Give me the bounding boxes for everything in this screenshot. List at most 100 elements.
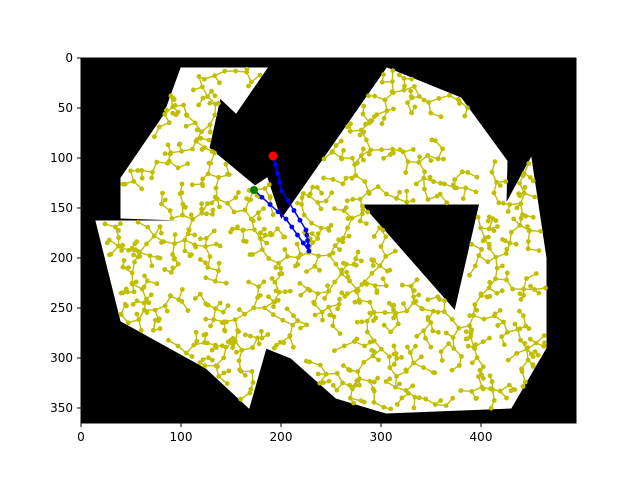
tree-node: [511, 216, 517, 222]
tree-node: [375, 375, 380, 381]
tree-node: [243, 239, 249, 244]
tree-node: [236, 190, 241, 195]
tree-node: [339, 290, 345, 296]
tree-node: [399, 282, 405, 288]
tree-node: [357, 300, 362, 305]
tree-node: [389, 79, 395, 84]
tree-node: [197, 360, 203, 365]
tree-node: [276, 260, 281, 266]
tree-node: [168, 270, 174, 275]
tree-node: [456, 325, 462, 331]
tree-node: [170, 110, 176, 116]
tree-node: [441, 156, 446, 162]
tree-node: [355, 369, 361, 374]
tree-node: [383, 379, 389, 384]
tree-node: [311, 299, 316, 305]
tree-node: [532, 349, 538, 355]
tree-node: [371, 310, 377, 315]
tree-node: [479, 372, 484, 378]
tree-node: [329, 149, 335, 155]
tree-node: [361, 157, 366, 163]
tree-node: [209, 200, 215, 206]
tree-node: [131, 289, 137, 295]
tree-node: [455, 97, 461, 102]
tree-node: [407, 350, 413, 355]
tree-node: [172, 103, 178, 108]
tree-node: [162, 111, 168, 117]
tree-node: [381, 155, 386, 161]
tree-node: [172, 255, 178, 261]
path-node: [285, 198, 291, 204]
tree-node: [442, 181, 447, 187]
tree-node: [517, 180, 522, 186]
tree-node: [425, 197, 431, 202]
tree-node: [497, 308, 503, 313]
tree-node: [134, 298, 140, 304]
tree-node: [212, 194, 218, 200]
tree-node: [266, 256, 272, 261]
tree-node: [436, 96, 442, 101]
tree-node: [157, 255, 163, 261]
tree-node: [321, 156, 327, 162]
tree-node: [316, 253, 321, 259]
tree-node: [272, 279, 278, 285]
tree-node: [337, 296, 342, 302]
tree-node: [210, 207, 216, 213]
tree-node: [315, 371, 321, 377]
tree-node: [450, 395, 456, 401]
x-axis: 0 100 200 300 400: [77, 423, 492, 444]
tree-node: [104, 240, 110, 246]
tree-node: [408, 283, 414, 289]
tree-node: [377, 225, 382, 231]
tree-node: [159, 201, 164, 207]
tree-node: [404, 308, 410, 314]
y-tick-label: 150: [50, 201, 73, 215]
tree-node: [411, 405, 417, 411]
tree-node: [290, 322, 296, 328]
tree-node: [360, 146, 366, 152]
tree-node: [337, 331, 343, 336]
tree-node: [212, 93, 218, 99]
tree-node: [225, 200, 230, 206]
tree-node: [412, 394, 418, 400]
tree-node: [309, 220, 314, 226]
tree-node: [321, 175, 326, 181]
tree-node: [465, 343, 471, 349]
tree-node: [166, 120, 172, 126]
tree-node: [384, 191, 389, 197]
tree-node: [217, 300, 223, 306]
tree-node: [506, 382, 512, 388]
tree-node: [345, 225, 350, 231]
tree-node: [383, 283, 389, 289]
tree-node: [271, 304, 276, 310]
tree-node: [191, 342, 197, 348]
tree-node: [388, 406, 394, 412]
tree-node: [368, 147, 373, 153]
tree-node: [317, 362, 323, 368]
tree-node: [183, 123, 189, 129]
tree-node: [487, 373, 493, 379]
tree-node: [304, 322, 310, 328]
tree-node: [521, 286, 526, 292]
tree-node: [348, 121, 353, 127]
tree-node: [478, 291, 484, 297]
tree-node: [162, 151, 168, 157]
tree-node: [332, 206, 337, 212]
tree-node: [524, 276, 529, 281]
tree-node: [353, 382, 358, 388]
tree-node: [431, 308, 436, 314]
tree-node: [353, 173, 359, 178]
tree-node: [513, 241, 519, 247]
tree-node: [233, 68, 239, 74]
tree-node: [216, 174, 222, 180]
tree-node: [366, 151, 372, 157]
tree-node: [491, 228, 497, 234]
tree-node: [285, 254, 290, 259]
tree-node: [525, 224, 530, 229]
tree-node: [242, 311, 248, 317]
tree-node: [355, 249, 361, 255]
tree-node: [454, 185, 459, 191]
tree-node: [287, 334, 293, 340]
tree-node: [270, 312, 276, 317]
tree-node: [119, 248, 124, 253]
